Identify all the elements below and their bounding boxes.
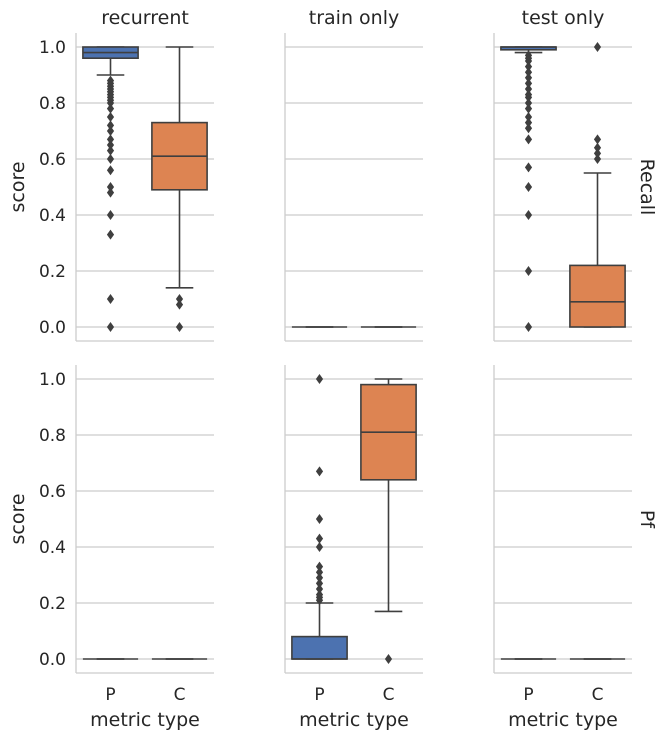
- xtick-label-test-only-p: P: [523, 685, 533, 705]
- outlier-pf-train-only-p-11: [315, 466, 324, 477]
- outlier-pf-train-only-p-2: [315, 589, 324, 600]
- outlier-recall-test-only-p-4: [524, 162, 533, 173]
- x-axis-label-train-only: metric type: [299, 709, 409, 731]
- outlier-recall-test-only-p-6: [524, 123, 533, 134]
- outlier-recall-recurrent-p-12: [106, 120, 115, 131]
- outlier-recall-test-only-p-9: [524, 103, 533, 114]
- box-recall-test-only-c: [569, 264, 626, 328]
- outlier-pf-train-only-p-5: [315, 572, 324, 583]
- outlier-pf-train-only-p-3: [315, 584, 324, 594]
- outlier-recall-recurrent-p-23: [106, 75, 115, 86]
- outlier-recall-test-only-p-16: [524, 67, 533, 78]
- outlier-recall-recurrent-p-13: [106, 112, 115, 122]
- outlier-recall-recurrent-p-6: [106, 165, 115, 176]
- outlier-recall-test-only-c-3: [593, 134, 602, 145]
- col-title-recurrent: recurrent: [101, 7, 189, 29]
- outlier-recall-test-only-p-2: [524, 210, 533, 220]
- outlier-recall-test-only-p-13: [524, 84, 533, 94]
- outlier-recall-test-only-c-2: [593, 142, 602, 153]
- ytick-label-pf-2: 0.4: [39, 538, 66, 558]
- outlier-recall-recurrent-c-2: [175, 294, 184, 304]
- ytick-label-recall-2: 0.4: [39, 206, 66, 226]
- outlier-recall-test-only-p-17: [524, 61, 533, 72]
- outlier-recall-test-only-p-8: [524, 112, 533, 122]
- outlier-recall-test-only-c-4: [593, 42, 602, 52]
- outlier-pf-train-only-p-7: [315, 561, 324, 572]
- xtick-label-recurrent-p: P: [105, 685, 115, 705]
- outlier-recall-test-only-p-1: [524, 266, 533, 276]
- outlier-pf-train-only-c-0: [384, 654, 393, 664]
- x-axis-label-test-only: metric type: [508, 709, 618, 731]
- outlier-recall-recurrent-p-11: [106, 126, 115, 136]
- ytick-label-recall-0: 0.0: [39, 318, 66, 338]
- outlier-recall-test-only-p-0: [524, 322, 533, 332]
- outlier-recall-recurrent-c-0: [175, 322, 184, 332]
- y-axis-label-pf: score: [7, 493, 29, 544]
- outlier-recall-test-only-p-20: [524, 50, 533, 61]
- y-axis-label-recall: score: [7, 161, 29, 212]
- outlier-recall-test-only-p-12: [524, 89, 533, 100]
- outlier-recall-recurrent-p-1: [106, 294, 115, 304]
- ytick-label-pf-0: 0.0: [39, 650, 66, 670]
- outlier-pf-train-only-p-8: [315, 542, 324, 552]
- outlier-recall-test-only-p-10: [524, 98, 533, 108]
- outlier-recall-test-only-p-7: [524, 117, 533, 128]
- row-title-pf: Pf: [636, 510, 658, 529]
- x-axis-label-recurrent: metric type: [90, 709, 200, 731]
- col-title-train-only: train only: [309, 7, 399, 29]
- outlier-recall-recurrent-p-8: [106, 145, 115, 156]
- ytick-label-pf-3: 0.6: [39, 482, 66, 502]
- outlier-recall-recurrent-p-5: [106, 182, 115, 192]
- ytick-label-recall-5: 1.0: [39, 38, 66, 58]
- ytick-label-pf-1: 0.2: [39, 594, 66, 614]
- col-title-test-only: test only: [522, 7, 605, 29]
- outlier-pf-train-only-p-10: [315, 514, 324, 524]
- outlier-pf-train-only-p-6: [315, 567, 324, 578]
- outlier-pf-train-only-p-4: [315, 578, 324, 589]
- outlier-recall-recurrent-p-4: [106, 187, 115, 198]
- outlier-recall-recurrent-p-2: [106, 229, 115, 240]
- xtick-label-test-only-c: C: [592, 685, 604, 705]
- xtick-label-train-only-c: C: [383, 685, 395, 705]
- outlier-pf-train-only-p-12: [315, 374, 324, 384]
- outlier-recall-recurrent-c-1: [175, 299, 184, 310]
- ytick-label-recall-4: 0.8: [39, 94, 66, 114]
- row-title-recall: Recall: [636, 159, 658, 216]
- outlier-recall-test-only-c-0: [593, 154, 602, 164]
- outlier-recall-recurrent-p-7: [106, 154, 115, 164]
- outlier-recall-recurrent-p-10: [106, 134, 115, 145]
- outlier-pf-train-only-p-9: [315, 533, 324, 544]
- ytick-label-recall-1: 0.2: [39, 262, 66, 282]
- ytick-label-recall-3: 0.6: [39, 150, 66, 170]
- xtick-label-train-only-p: P: [314, 685, 324, 705]
- outlier-recall-test-only-p-14: [524, 78, 533, 89]
- outlier-recall-test-only-p-5: [524, 134, 533, 145]
- outlier-recall-test-only-p-15: [524, 72, 533, 83]
- box-pf-train-only-p: [291, 635, 348, 660]
- outlier-recall-recurrent-p-14: [106, 103, 115, 114]
- outlier-recall-recurrent-p-9: [106, 140, 115, 150]
- outlier-recall-recurrent-p-0: [106, 322, 115, 332]
- ytick-label-pf-4: 0.8: [39, 426, 66, 446]
- outlier-recall-test-only-c-1: [593, 148, 602, 159]
- ytick-label-pf-5: 1.0: [39, 370, 66, 390]
- xtick-label-recurrent-c: C: [174, 685, 186, 705]
- outlier-recall-recurrent-p-3: [106, 210, 115, 220]
- outlier-recall-test-only-p-3: [524, 182, 533, 192]
